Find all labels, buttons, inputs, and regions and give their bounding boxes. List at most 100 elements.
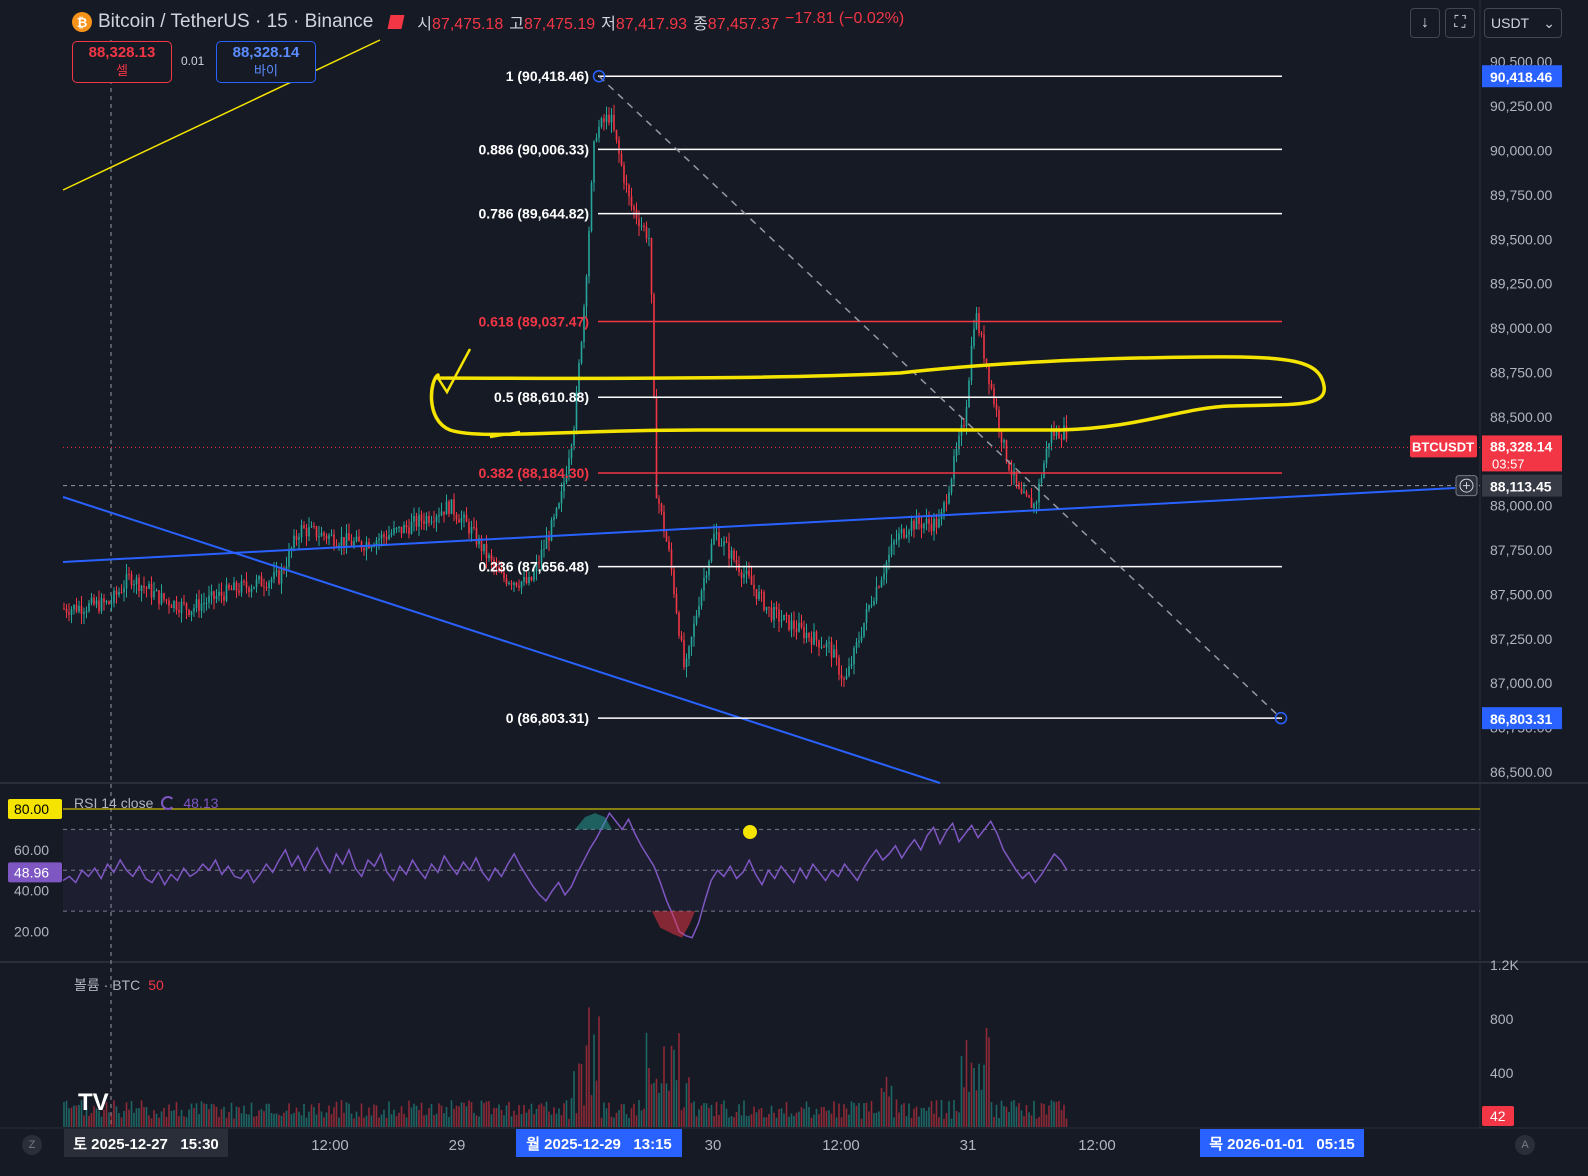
fib-handle-end[interactable] bbox=[1274, 711, 1288, 725]
price-tick-label: 87,500.00 bbox=[1490, 586, 1552, 602]
volume-bar bbox=[183, 1116, 185, 1127]
volume-bar bbox=[493, 1107, 495, 1127]
buy-button[interactable]: 88,328.14 바이 bbox=[216, 41, 316, 83]
candle-body bbox=[568, 458, 570, 474]
candle-body bbox=[198, 599, 200, 611]
candle-body bbox=[125, 573, 128, 589]
fibonacci-retracement[interactable]: 1 (90,418.46) 0.886 (90,006.33) 0.786 (89,… bbox=[478, 68, 1288, 726]
rsi-legend[interactable]: RSI 14 close 48.13 bbox=[74, 795, 218, 811]
volume-bar bbox=[415, 1105, 418, 1127]
volume-legend[interactable]: 볼륨 · BTC 50 bbox=[74, 975, 164, 995]
volume-bar bbox=[555, 1113, 558, 1127]
volume-bar bbox=[1025, 1105, 1028, 1127]
price-tick-label: 88,000.00 bbox=[1490, 498, 1552, 514]
time-tick-label: 12:00 bbox=[1078, 1137, 1116, 1154]
auto-scale-button[interactable]: A bbox=[1515, 1135, 1535, 1155]
volume-bar bbox=[705, 1103, 708, 1127]
candle-body bbox=[185, 603, 188, 610]
volume-bar bbox=[410, 1107, 413, 1127]
currency-select[interactable]: USDT ⌄ bbox=[1484, 8, 1562, 38]
candle-body bbox=[433, 521, 435, 523]
volume-bar bbox=[180, 1109, 183, 1127]
volume-bar bbox=[803, 1108, 805, 1127]
volume-tick-label: 400 bbox=[1490, 1065, 1514, 1081]
symbol-title[interactable]: Bitcoin / TetherUS · 15 · Binance bbox=[98, 11, 374, 32]
volume-bar bbox=[293, 1112, 295, 1127]
volume-bar bbox=[648, 1068, 650, 1127]
bitcoin-icon: ₿ bbox=[72, 12, 92, 32]
volume-bar bbox=[673, 1049, 675, 1127]
rsi-band-fill bbox=[63, 829, 1480, 912]
volume-bar bbox=[368, 1107, 370, 1127]
fullscreen-button[interactable]: ⛶ bbox=[1445, 8, 1475, 38]
volume-bar bbox=[543, 1106, 545, 1127]
descending-trendline[interactable] bbox=[62, 496, 941, 784]
candle-body bbox=[83, 612, 85, 614]
volume-bar bbox=[795, 1112, 798, 1127]
volume-bar bbox=[518, 1104, 520, 1127]
volume-bar bbox=[1005, 1106, 1008, 1127]
candle-body bbox=[358, 536, 360, 542]
sell-button[interactable]: 88,328.13 셀 bbox=[72, 41, 172, 83]
candle-body bbox=[495, 566, 498, 568]
candle-body bbox=[488, 554, 490, 559]
volume-bar bbox=[1023, 1116, 1025, 1127]
volume-bar bbox=[908, 1103, 910, 1127]
candle-body bbox=[518, 585, 520, 588]
candle-body bbox=[453, 499, 455, 515]
tradingview-logo[interactable]: TV bbox=[78, 1089, 109, 1116]
yellow-trendline[interactable] bbox=[62, 39, 381, 191]
volume-bar bbox=[618, 1110, 620, 1127]
volume-bar bbox=[280, 1115, 283, 1127]
candles[interactable] bbox=[63, 104, 1068, 688]
candle-body bbox=[563, 482, 565, 492]
candle-body bbox=[703, 577, 705, 591]
volume-bar bbox=[698, 1109, 700, 1127]
rsi-current-badge bbox=[8, 862, 62, 883]
rsi-line[interactable] bbox=[62, 811, 1068, 939]
candle-body bbox=[790, 620, 793, 630]
candle-body bbox=[435, 516, 438, 522]
checkmark-drawing[interactable] bbox=[436, 348, 472, 395]
candle-body bbox=[903, 529, 905, 538]
alarm-clock-icon[interactable] bbox=[743, 825, 757, 839]
volume-bar bbox=[723, 1100, 725, 1127]
volume-bar bbox=[115, 1106, 118, 1127]
volume-bar bbox=[145, 1106, 148, 1127]
volume-bar bbox=[745, 1115, 748, 1127]
download-button[interactable]: ↓ bbox=[1410, 8, 1440, 38]
zoom-reset-button[interactable]: Z bbox=[22, 1135, 42, 1155]
candle-body bbox=[620, 153, 623, 165]
candle-body bbox=[388, 535, 390, 540]
candle-body bbox=[553, 516, 555, 521]
candle-body bbox=[968, 380, 970, 408]
volume-bar bbox=[378, 1117, 380, 1127]
rsi-legend-title: RSI 14 close bbox=[74, 795, 154, 811]
volume-bar bbox=[495, 1108, 498, 1127]
ohlc-open: 시87,475.18 bbox=[417, 16, 504, 33]
volume-bar bbox=[725, 1108, 728, 1127]
volume-bar bbox=[528, 1109, 530, 1127]
volume-bar bbox=[845, 1108, 848, 1127]
candle-body bbox=[893, 541, 895, 545]
volume-bars[interactable] bbox=[63, 1007, 1068, 1127]
chevron-down-icon: ⌄ bbox=[1543, 14, 1555, 31]
volume-bar bbox=[288, 1103, 290, 1127]
fib-trend-dashed[interactable] bbox=[598, 75, 1282, 719]
volume-bar bbox=[985, 1027, 988, 1127]
support-trendline[interactable] bbox=[62, 487, 1456, 563]
volume-bar bbox=[788, 1116, 790, 1127]
volume-bar bbox=[1035, 1118, 1038, 1127]
candle-body bbox=[313, 525, 315, 527]
volume-bar bbox=[420, 1102, 423, 1127]
candle-body bbox=[978, 313, 980, 334]
volume-bar bbox=[83, 1115, 85, 1127]
volume-bar bbox=[848, 1114, 850, 1127]
highlight-zone-drawing[interactable] bbox=[429, 355, 1326, 437]
fib-handle-start[interactable] bbox=[592, 69, 606, 83]
rsi-oversold-fill bbox=[652, 911, 695, 938]
market-status-icon[interactable] bbox=[387, 15, 405, 29]
volume-bar bbox=[275, 1113, 278, 1127]
candle-body bbox=[103, 598, 105, 603]
